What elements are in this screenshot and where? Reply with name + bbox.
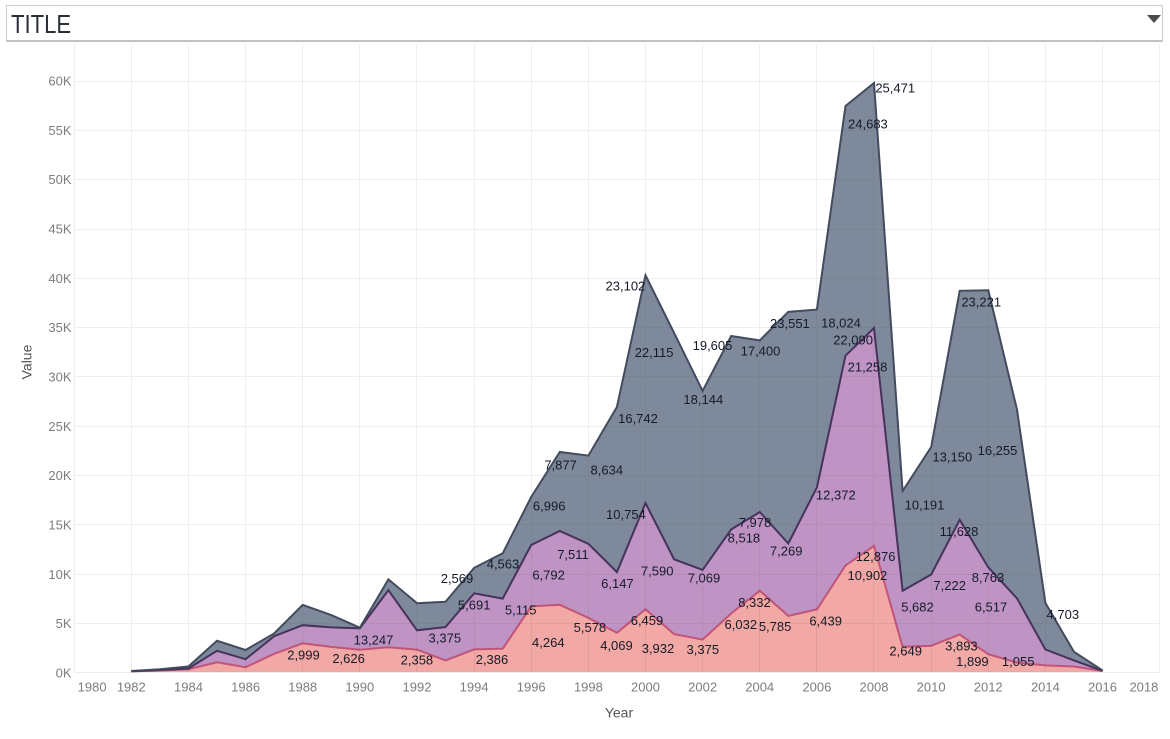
svg-text:8,763: 8,763 bbox=[972, 570, 1005, 585]
svg-text:2,626: 2,626 bbox=[332, 651, 365, 666]
svg-text:30K: 30K bbox=[48, 370, 71, 385]
svg-text:2002: 2002 bbox=[688, 680, 717, 695]
svg-text:55K: 55K bbox=[48, 123, 71, 138]
svg-text:15K: 15K bbox=[48, 517, 71, 532]
svg-text:21,258: 21,258 bbox=[848, 360, 888, 375]
svg-text:13,150: 13,150 bbox=[932, 450, 972, 465]
svg-text:22,115: 22,115 bbox=[635, 345, 674, 360]
svg-text:1988: 1988 bbox=[288, 680, 317, 695]
svg-text:10,191: 10,191 bbox=[905, 498, 945, 513]
svg-text:7,269: 7,269 bbox=[770, 543, 803, 558]
svg-text:8,332: 8,332 bbox=[738, 595, 771, 610]
svg-text:7,877: 7,877 bbox=[544, 458, 577, 473]
svg-text:2008: 2008 bbox=[860, 680, 889, 695]
svg-text:19,605: 19,605 bbox=[693, 338, 733, 353]
svg-text:3,932: 3,932 bbox=[642, 641, 675, 656]
svg-text:22,090: 22,090 bbox=[833, 332, 873, 347]
svg-text:7,511: 7,511 bbox=[557, 547, 589, 562]
svg-text:2012: 2012 bbox=[974, 680, 1003, 695]
svg-text:2,358: 2,358 bbox=[401, 653, 434, 668]
svg-text:5,578: 5,578 bbox=[574, 620, 607, 635]
svg-text:2010: 2010 bbox=[917, 680, 946, 695]
svg-text:23,551: 23,551 bbox=[770, 316, 810, 331]
svg-text:2,386: 2,386 bbox=[476, 652, 509, 667]
svg-text:50K: 50K bbox=[48, 172, 71, 187]
svg-text:10K: 10K bbox=[48, 567, 71, 582]
svg-text:23,102: 23,102 bbox=[606, 279, 646, 294]
svg-text:35K: 35K bbox=[48, 320, 71, 335]
svg-text:12,372: 12,372 bbox=[816, 487, 856, 502]
svg-text:5,691: 5,691 bbox=[458, 598, 491, 613]
svg-text:3,893: 3,893 bbox=[945, 638, 978, 653]
svg-text:1994: 1994 bbox=[460, 680, 489, 695]
svg-text:2006: 2006 bbox=[802, 680, 831, 695]
svg-text:10,754: 10,754 bbox=[606, 507, 646, 522]
svg-text:2018: 2018 bbox=[1129, 680, 1158, 695]
svg-text:4,703: 4,703 bbox=[1047, 607, 1080, 622]
svg-text:1980: 1980 bbox=[78, 680, 107, 695]
svg-text:1984: 1984 bbox=[174, 680, 203, 695]
svg-text:1990: 1990 bbox=[345, 680, 374, 695]
svg-text:5,115: 5,115 bbox=[505, 603, 537, 618]
svg-text:4,563: 4,563 bbox=[487, 557, 520, 572]
svg-text:7,222: 7,222 bbox=[933, 578, 966, 593]
svg-text:18,024: 18,024 bbox=[821, 316, 861, 331]
svg-text:6,996: 6,996 bbox=[533, 499, 566, 514]
svg-text:3,375: 3,375 bbox=[687, 642, 720, 657]
svg-text:8,634: 8,634 bbox=[591, 463, 624, 478]
svg-text:23,221: 23,221 bbox=[961, 294, 1001, 309]
svg-text:16,255: 16,255 bbox=[978, 443, 1018, 458]
svg-text:1,899: 1,899 bbox=[956, 654, 989, 669]
svg-text:40K: 40K bbox=[48, 271, 71, 286]
svg-text:2016: 2016 bbox=[1088, 680, 1117, 695]
svg-text:7,978: 7,978 bbox=[739, 515, 772, 530]
svg-text:12,876: 12,876 bbox=[856, 549, 896, 564]
svg-text:4,264: 4,264 bbox=[532, 635, 565, 650]
svg-text:4,069: 4,069 bbox=[600, 638, 633, 653]
svg-text:60K: 60K bbox=[48, 74, 71, 89]
svg-text:0K: 0K bbox=[56, 665, 72, 680]
svg-text:5,785: 5,785 bbox=[759, 619, 792, 634]
svg-text:1982: 1982 bbox=[117, 680, 146, 695]
svg-text:1986: 1986 bbox=[231, 680, 260, 695]
svg-text:6,517: 6,517 bbox=[975, 600, 1008, 615]
svg-text:18,144: 18,144 bbox=[683, 392, 723, 407]
svg-text:11,628: 11,628 bbox=[940, 524, 979, 539]
svg-text:45K: 45K bbox=[48, 222, 71, 237]
svg-text:13,247: 13,247 bbox=[354, 633, 394, 648]
svg-text:6,792: 6,792 bbox=[532, 568, 565, 583]
svg-text:17,400: 17,400 bbox=[741, 343, 781, 358]
svg-text:16,742: 16,742 bbox=[618, 411, 658, 426]
svg-text:1992: 1992 bbox=[403, 680, 432, 695]
svg-text:2,999: 2,999 bbox=[287, 647, 320, 662]
svg-text:7,069: 7,069 bbox=[688, 571, 721, 586]
svg-text:2000: 2000 bbox=[631, 680, 660, 695]
svg-text:25,471: 25,471 bbox=[875, 81, 915, 96]
svg-text:1,055: 1,055 bbox=[1002, 654, 1035, 669]
svg-text:7,590: 7,590 bbox=[641, 563, 674, 578]
svg-text:5,682: 5,682 bbox=[901, 599, 934, 614]
svg-text:2004: 2004 bbox=[745, 680, 774, 695]
svg-text:10,902: 10,902 bbox=[848, 568, 888, 583]
svg-text:20K: 20K bbox=[48, 468, 71, 483]
svg-text:1998: 1998 bbox=[574, 680, 603, 695]
svg-text:6,459: 6,459 bbox=[631, 613, 664, 628]
svg-text:1996: 1996 bbox=[517, 680, 546, 695]
svg-text:2,569: 2,569 bbox=[441, 571, 474, 586]
svg-text:2,649: 2,649 bbox=[889, 644, 922, 659]
svg-text:6,147: 6,147 bbox=[601, 576, 634, 591]
svg-text:5K: 5K bbox=[56, 616, 72, 631]
svg-text:6,439: 6,439 bbox=[809, 614, 842, 629]
svg-text:8,518: 8,518 bbox=[728, 531, 761, 546]
svg-text:Year: Year bbox=[605, 705, 634, 721]
svg-text:3,375: 3,375 bbox=[429, 631, 462, 646]
svg-text:2014: 2014 bbox=[1031, 680, 1060, 695]
svg-text:Value: Value bbox=[19, 344, 35, 379]
svg-text:6,032: 6,032 bbox=[725, 617, 758, 632]
svg-text:24,683: 24,683 bbox=[848, 116, 888, 131]
svg-text:25K: 25K bbox=[48, 419, 71, 434]
